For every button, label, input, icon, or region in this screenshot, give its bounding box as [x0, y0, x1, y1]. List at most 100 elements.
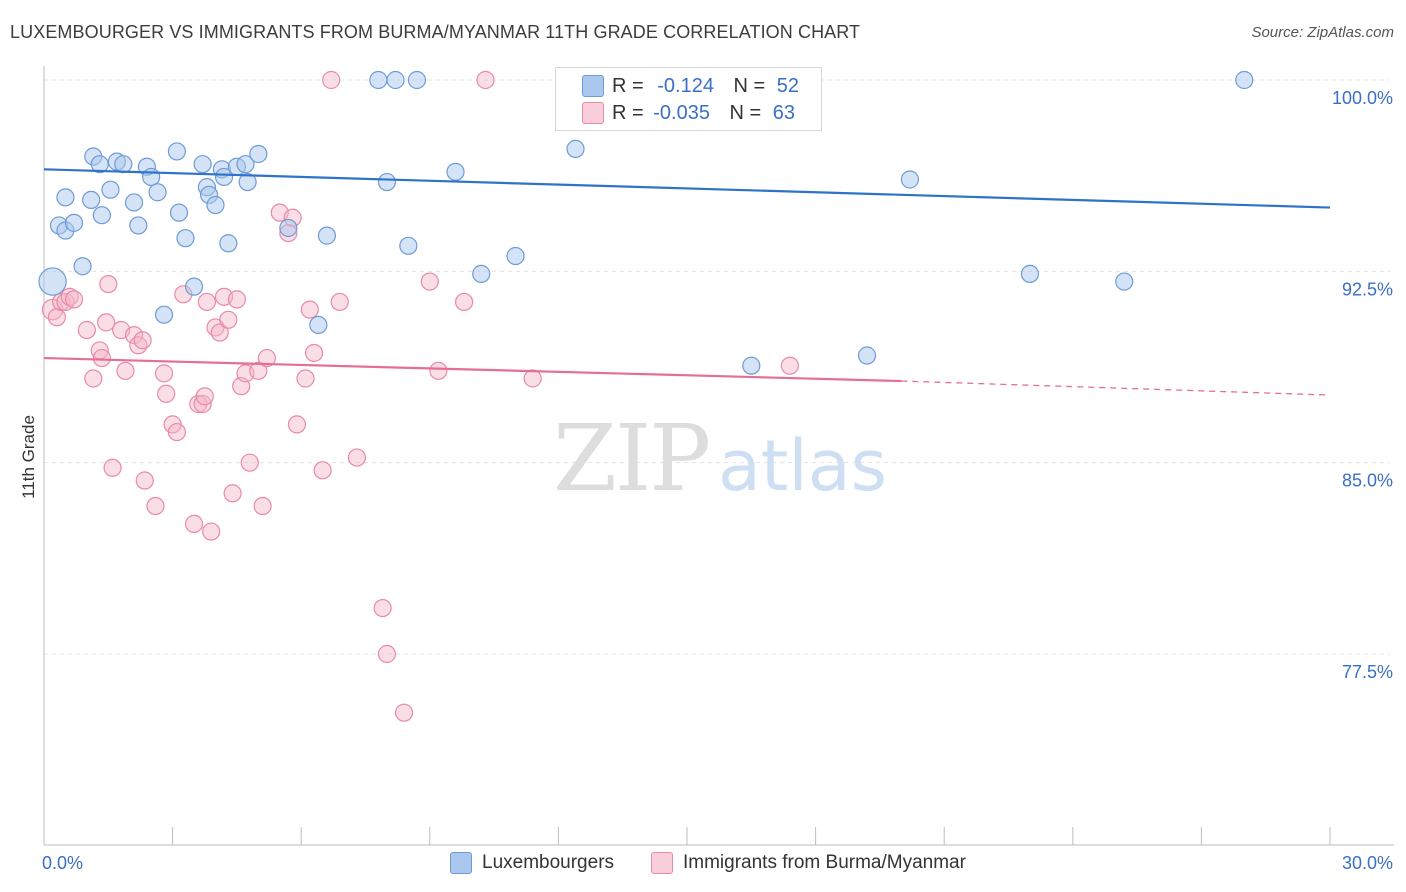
point-luxembourgers: [114, 155, 133, 174]
point-immigrants-burma: [135, 471, 154, 490]
point-luxembourgers: [309, 315, 328, 335]
source-label: Source: ZipAtlas.com: [1251, 24, 1394, 41]
point-luxembourgers: [214, 167, 234, 187]
legend-item-immigrants[interactable]: Immigrants from Burma/Myanmar: [651, 852, 966, 874]
point-immigrants-burma: [394, 703, 414, 722]
x-tick-label: 0.0%: [42, 853, 83, 873]
n-label: N =: [729, 101, 762, 124]
point-immigrants-burma: [523, 369, 542, 388]
point-luxembourgers: [154, 305, 174, 324]
point-immigrants-burma: [347, 448, 367, 467]
point-luxembourgers: [377, 172, 397, 192]
legend-swatch-pink: [582, 102, 604, 124]
point-luxembourgers: [129, 216, 148, 235]
point-luxembourgers: [236, 155, 255, 174]
legend-swatch-blue: [450, 852, 472, 874]
y-tick-label: 77.5%: [1342, 662, 1393, 682]
y-tick-label: 92.5%: [1342, 279, 1393, 299]
point-immigrants-burma: [47, 308, 66, 327]
point-immigrants-burma: [287, 415, 307, 434]
trendline-immigrants-burma: [43, 356, 902, 383]
point-luxembourgers: [219, 234, 238, 253]
point-immigrants-burma: [429, 361, 448, 380]
point-luxembourgers: [167, 142, 186, 161]
legend-label-immigrants: Immigrants from Burma/Myanmar: [683, 852, 966, 873]
point-immigrants-burma: [780, 356, 799, 375]
point-immigrants-burma: [84, 369, 103, 388]
point-immigrants-burma: [373, 598, 392, 618]
x-tick-labels: 0.0% 30.0%: [42, 853, 1393, 873]
axes: [43, 66, 1394, 846]
series-immigrants-burma: [41, 70, 799, 722]
r-value: -0.124: [657, 74, 714, 97]
point-immigrants-burma: [92, 348, 111, 368]
point-luxembourgers: [317, 226, 337, 245]
point-immigrants-burma: [195, 387, 214, 406]
point-luxembourgers: [206, 195, 225, 215]
point-immigrants-burma: [157, 384, 176, 403]
point-immigrants-burma: [167, 422, 186, 442]
chart-title: LUXEMBOURGER VS IMMIGRANTS FROM BURMA/MY…: [10, 22, 861, 42]
trend-lines: [43, 168, 1331, 396]
point-immigrants-burma: [227, 290, 246, 309]
point-luxembourgers: [742, 356, 761, 375]
point-immigrants-burma: [197, 292, 216, 312]
point-luxembourgers: [566, 139, 585, 158]
point-immigrants-burma: [184, 514, 204, 533]
legend-swatch-blue: [582, 75, 604, 97]
point-immigrants-burma: [249, 361, 268, 380]
point-immigrants-burma: [304, 343, 324, 363]
point-luxembourgers: [73, 257, 92, 276]
point-immigrants-burma: [476, 70, 495, 90]
point-luxembourgers: [101, 180, 120, 199]
point-luxembourgers: [279, 218, 298, 238]
point-immigrants-burma: [322, 70, 341, 90]
correlation-legend: R = -0.124 N = 52 R = -0.035 N = 63: [555, 67, 822, 131]
point-immigrants-burma: [300, 300, 319, 319]
point-immigrants-burma: [77, 320, 96, 340]
point-luxembourgers: [82, 190, 101, 210]
point-luxembourgers: [92, 206, 111, 225]
point-immigrants-burma: [420, 272, 439, 291]
y-tick-label: 85.0%: [1342, 471, 1393, 491]
point-luxembourgers: [176, 229, 195, 248]
point-luxembourgers: [857, 346, 877, 365]
watermark: ZIP atlas: [553, 405, 887, 512]
y-tick-labels: 100.0% 92.5% 85.0% 77.5%: [1332, 88, 1393, 682]
y-tick-label: 100.0%: [1332, 88, 1393, 108]
point-luxembourgers: [56, 188, 75, 207]
point-luxembourgers: [1020, 264, 1040, 283]
point-luxembourgers: [369, 70, 388, 90]
watermark-atlas: atlas: [718, 425, 887, 507]
point-immigrants-burma: [240, 453, 259, 472]
point-immigrants-burma: [330, 292, 349, 312]
legend-label-luxembourgers: Luxembourgers: [482, 852, 615, 873]
series-legend: Luxembourgers Immigrants from Burma/Myan…: [0, 852, 1406, 878]
watermark-zip: ZIP: [553, 405, 709, 512]
point-luxembourgers: [249, 144, 268, 164]
point-immigrants-burma: [146, 496, 165, 516]
legend-item-luxembourgers[interactable]: Luxembourgers: [450, 852, 614, 874]
point-immigrants-burma: [313, 461, 332, 480]
n-label: N =: [733, 74, 766, 97]
point-luxembourgers: [1115, 272, 1134, 291]
r-label: R =: [612, 74, 644, 97]
point-luxembourgers: [142, 167, 161, 187]
r-label: R =: [612, 101, 644, 124]
point-immigrants-burma: [99, 274, 118, 294]
x-tick-label: 30.0%: [1342, 853, 1393, 873]
point-luxembourgers: [386, 70, 405, 90]
point-luxembourgers: [169, 203, 189, 222]
point-immigrants-burma: [454, 292, 474, 312]
point-luxembourgers: [238, 172, 257, 192]
point-immigrants-burma: [210, 323, 229, 342]
point-immigrants-burma: [202, 522, 221, 541]
point-immigrants-burma: [223, 484, 242, 503]
n-value: 52: [776, 74, 800, 97]
trendline-luxembourgers: [43, 168, 1331, 209]
r-value: -0.035: [653, 101, 710, 124]
point-luxembourgers: [124, 193, 144, 212]
point-immigrants-burma: [154, 364, 174, 383]
point-luxembourgers: [900, 170, 920, 189]
